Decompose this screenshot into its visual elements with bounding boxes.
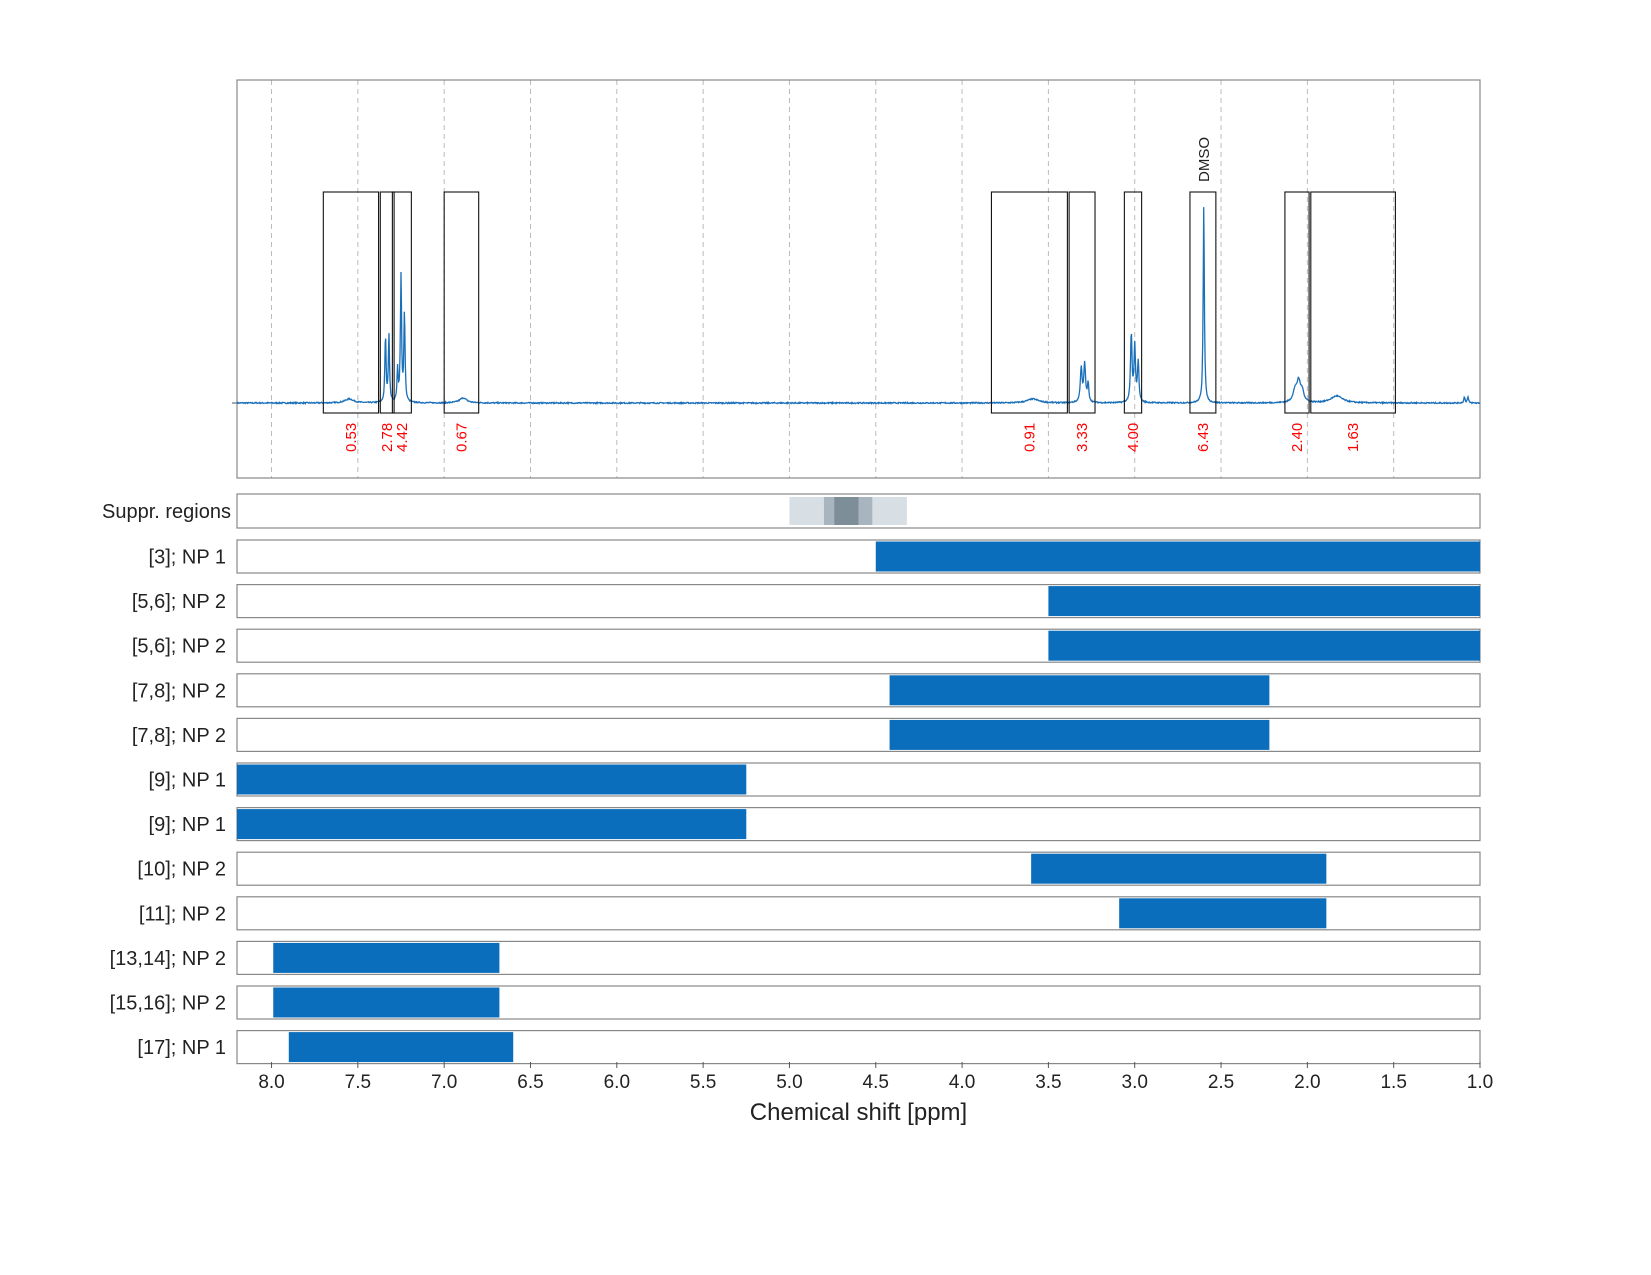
range-rows-panel: Suppr. regions [3]; NP 1 [5,6]; NP 2 [5,6];… [102,493,1481,1065]
integral-value-label: 0.53 [343,423,360,452]
integral-box [1310,191,1396,414]
integral-value-label: 0.91 [1021,423,1038,452]
integral-box [1123,191,1143,414]
range-row-label: [17]; NP 1 [137,1037,226,1059]
range-bar [1048,630,1480,661]
range-bar [237,809,747,840]
range-row-label: [11]; NP 2 [139,903,226,925]
range-row-label: [9]; NP 1 [149,814,226,836]
range-row-label: [7,8]; NP 2 [132,725,226,747]
x-tick-label: 3.0 [1122,1072,1148,1093]
range-row-label: [7,8]; NP 2 [132,680,226,702]
range-bar [288,1032,514,1063]
integral-box [443,191,480,414]
x-tick-label: 6.5 [517,1072,543,1093]
gridlines [271,80,1481,478]
x-tick-label: 4.5 [863,1072,889,1093]
x-tick-label: 1.0 [1467,1072,1493,1093]
integral-value-label: 6.43 [1195,423,1212,452]
integral-box [391,191,412,414]
integral-value-label: 3.33 [1074,423,1091,452]
range-bar [273,942,500,973]
integral-box [1284,191,1310,414]
range-bar [875,541,1480,572]
range-bar [237,764,747,795]
integral-box [1189,191,1217,414]
integral-value-label: 2.40 [1289,423,1306,452]
x-tick-label: 7.5 [345,1072,371,1093]
range-row-label: [5,6]; NP 2 [132,636,226,658]
x-tick-label: 1.5 [1380,1072,1406,1093]
range-row-label: [5,6]; NP 2 [132,591,226,613]
x-tick-label: 2.5 [1208,1072,1234,1093]
x-tick-label: 7.0 [431,1072,457,1093]
integral-boxes [322,191,1396,414]
x-tick-label: 6.0 [604,1072,630,1093]
x-tick-label: 5.5 [690,1072,716,1093]
x-tick-label: 2.0 [1294,1072,1320,1093]
integral-value-label: 4.42 [394,423,411,452]
range-row-label: [10]; NP 2 [137,859,226,881]
x-axis: 8.0 7.5 7.0 6.5 6.0 5.5 5.0 4.5 4.0 3.5 3.0 2.5 2.0 1… [258,1062,1493,1093]
integral-value-label: 2.78 [379,423,396,452]
integral-box [990,191,1068,414]
integral-value-label: 1.63 [1345,423,1362,452]
x-tick-label: 8.0 [258,1072,284,1093]
spectrum-frame [236,79,1481,479]
range-row-label: [13,14]; NP 2 [110,948,226,970]
range-bar [1119,898,1327,929]
x-axis-label: Chemical shift [ppm] [750,1099,967,1126]
spectrum-panel: 0.53 2.784.42 0.67 0.91 3.33 4.00 6.43 2.40 1.63… [232,79,1481,479]
range-bar [1048,586,1480,617]
range-row-frame [236,673,1481,708]
x-tick-label: 3.5 [1035,1072,1061,1093]
range-bar [889,675,1270,706]
integral-box [1068,191,1096,414]
range-bar [1031,853,1327,884]
range-row-frame [236,717,1481,753]
spectrum-line [236,207,1480,406]
peak-annotation: DMSO [1196,137,1213,182]
integral-box [322,191,380,414]
integral-value-label: 0.67 [453,423,470,452]
integral-labels: 0.53 2.784.42 0.67 0.91 3.33 4.00 6.43 2.40 1.63 [343,423,1362,452]
integral-value-label: 4.00 [1125,423,1142,452]
peak-annotations: DMSO [1196,137,1213,182]
suppression-band [834,497,859,525]
range-row-label: [3]; NP 1 [149,547,226,569]
x-tick-label: 5.0 [776,1072,802,1093]
integral-box [379,191,395,414]
suppression-row-label: Suppr. regions [102,501,231,523]
range-bar [889,719,1270,750]
range-row-label: [15,16]; NP 2 [110,993,226,1015]
x-tick-label: 4.0 [949,1072,975,1093]
range-bar [273,987,500,1018]
range-row-label: [9]; NP 1 [149,770,226,792]
